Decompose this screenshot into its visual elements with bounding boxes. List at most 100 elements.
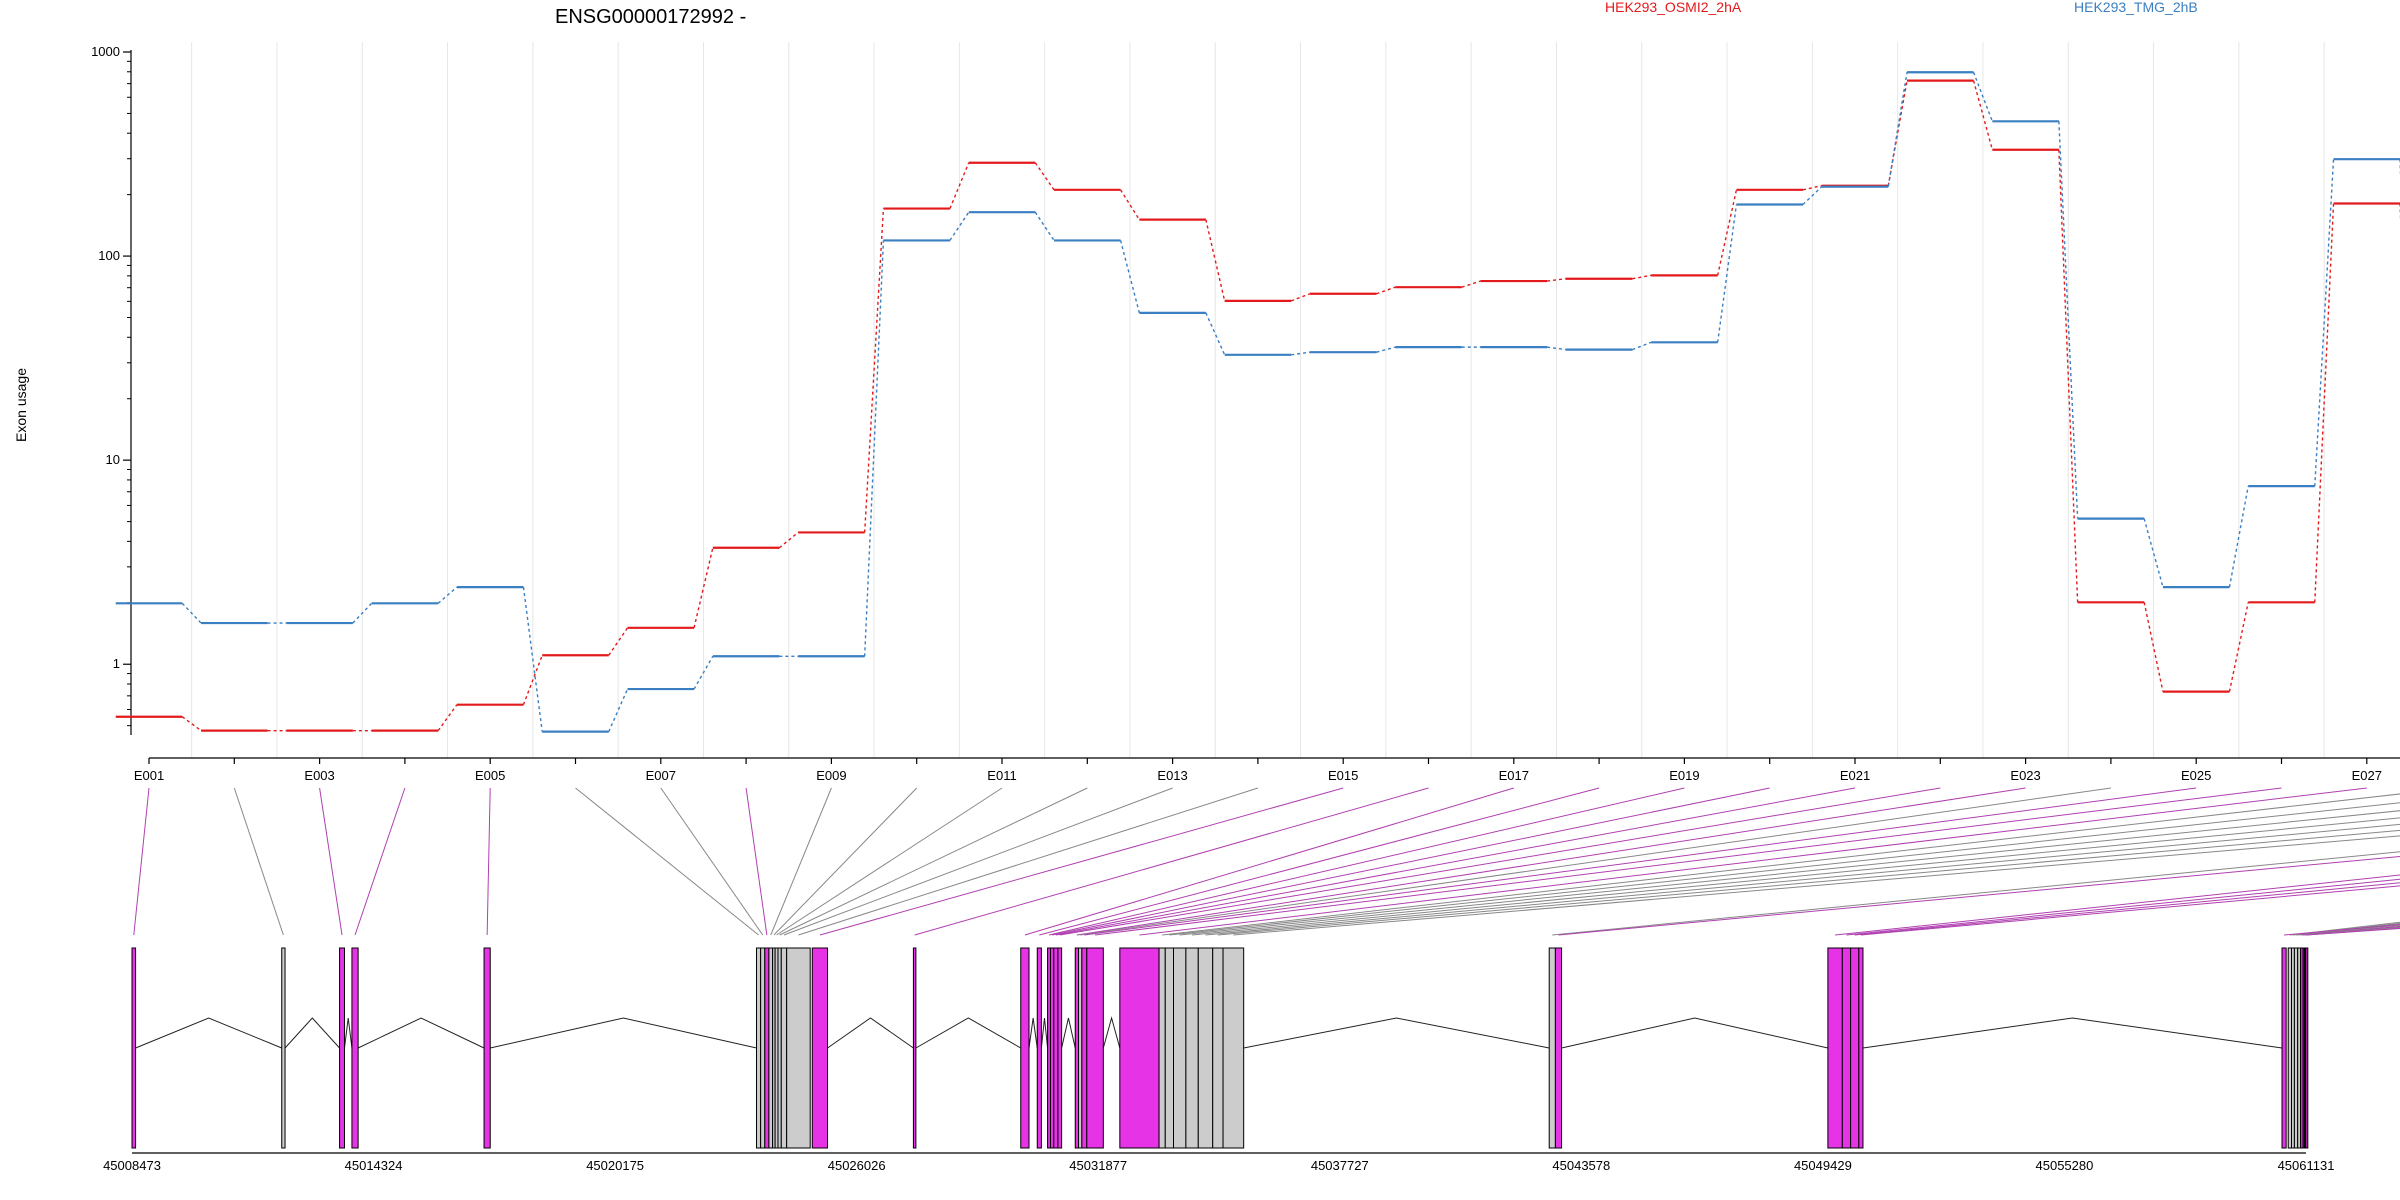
series-connector — [949, 162, 970, 209]
series-connector — [2314, 203, 2335, 603]
legend-entry-osmi: HEK293_OSMI2_2hA — [1605, 0, 1742, 15]
exon-block — [1086, 947, 1104, 1149]
y-tick-label: 10 — [106, 452, 120, 467]
genomic-coordinate-axis: 45008473 45014324 45020175 45026026 45031877… — [103, 1152, 2334, 1173]
exon-block — [1212, 947, 1224, 1149]
exon-connector — [819, 787, 1344, 936]
series-connector — [2058, 121, 2079, 519]
series-connector — [352, 602, 373, 624]
gene-model — [131, 947, 2309, 1149]
exon-connector — [1084, 787, 2197, 936]
intron — [1102, 1016, 1121, 1049]
exon-block — [339, 947, 345, 1149]
intron — [1040, 1017, 1049, 1049]
series-lines — [115, 71, 2400, 733]
exon-connector — [1552, 851, 2400, 936]
y-axis-label: Exon usage — [13, 368, 29, 442]
exon-block — [760, 947, 766, 1149]
series-connector — [1972, 72, 1993, 122]
exon-connector — [1192, 817, 2400, 936]
exon-block — [1053, 947, 1059, 1149]
series-connector — [1119, 240, 1141, 314]
exon-connector — [1860, 885, 2400, 936]
exon-connector — [233, 787, 284, 936]
x-tick-label: E021 — [1840, 768, 1870, 783]
x-tick-label: E015 — [1328, 768, 1358, 783]
intron — [284, 1017, 340, 1049]
x-tick-label: E013 — [1157, 768, 1187, 783]
exon-block — [1119, 947, 1160, 1149]
exon-block — [764, 947, 770, 1149]
exon-connector — [1179, 810, 2400, 936]
exon-connector — [133, 787, 150, 936]
series-connector — [1716, 189, 1738, 276]
series-connector — [693, 547, 714, 628]
exon-connector — [319, 787, 343, 936]
exon-block — [1222, 947, 1245, 1149]
legend-entry-tmg: HEK293_TMG_2hB — [2074, 0, 2198, 15]
exon-block — [2281, 947, 2287, 1149]
exon-connector — [2305, 927, 2400, 936]
series-connector — [2314, 159, 2335, 487]
exon-connector — [770, 787, 832, 936]
vertical-grid — [191, 42, 2325, 758]
exon-connector — [1205, 823, 2400, 936]
intron — [1862, 1017, 2283, 1049]
exon-connector — [1048, 787, 1685, 936]
exon-connector — [745, 787, 768, 936]
coord-tick-label: 45008473 — [103, 1158, 161, 1173]
intron — [357, 1017, 485, 1049]
exon-block — [2305, 947, 2309, 1149]
exon-connector — [1169, 802, 2400, 936]
y-axis: 1 10 100 1000 — [91, 44, 132, 735]
intron — [1561, 1017, 1828, 1049]
exon-connector — [575, 787, 759, 936]
series-connector — [522, 587, 543, 732]
series-connector — [693, 655, 714, 690]
x-tick-label: E003 — [304, 768, 334, 783]
series-connector — [522, 655, 543, 705]
exon-block — [1036, 947, 1042, 1149]
series-connector — [1205, 312, 1226, 356]
x-tick-label: E007 — [646, 768, 676, 783]
series-connector — [181, 716, 202, 732]
exon-block — [1164, 947, 1175, 1149]
exon-block — [483, 947, 491, 1149]
x-tick-label: E005 — [475, 768, 505, 783]
exon-connector — [1052, 787, 1770, 936]
chart-title: ENSG00000172992 - — [555, 6, 746, 28]
exon-connectors — [133, 787, 2400, 936]
exon-connector — [1080, 787, 2111, 936]
exon-connector — [354, 787, 406, 936]
exon-connector — [2304, 926, 2400, 936]
y-tick-label: 1 — [113, 656, 120, 671]
y-tick-label: 100 — [98, 248, 120, 263]
x-tick-label: E009 — [816, 768, 846, 783]
exon-connector — [798, 787, 1259, 936]
exon-block — [786, 947, 811, 1149]
exon-connector — [1835, 874, 2400, 936]
series-connector — [1802, 186, 1823, 205]
series-connector — [863, 208, 885, 533]
intron — [135, 1017, 282, 1049]
intron — [343, 1017, 353, 1049]
exon-block — [811, 947, 829, 1149]
exon-connector — [1854, 882, 2400, 936]
exon-block — [1548, 947, 1556, 1149]
series-connector — [1205, 219, 1226, 302]
x-tick-label: E011 — [987, 768, 1016, 783]
series-connector — [778, 531, 799, 549]
exon-block — [1081, 947, 1088, 1149]
series-connector — [181, 602, 202, 624]
exon-block — [351, 947, 359, 1149]
x-tick-label: E001 — [134, 768, 164, 783]
exon-connector — [1217, 829, 2400, 936]
exon-block — [1858, 947, 1864, 1149]
exon-connector — [486, 787, 491, 936]
exon-connector — [1846, 878, 2400, 936]
x-axis: E001 E003 E005 E007 E009 E011 E013 E015 E017 E019… — [134, 757, 2400, 783]
coord-tick-label: 45026026 — [828, 1158, 886, 1173]
x-tick-label: E027 — [2352, 768, 2382, 783]
intron — [1061, 1017, 1076, 1049]
